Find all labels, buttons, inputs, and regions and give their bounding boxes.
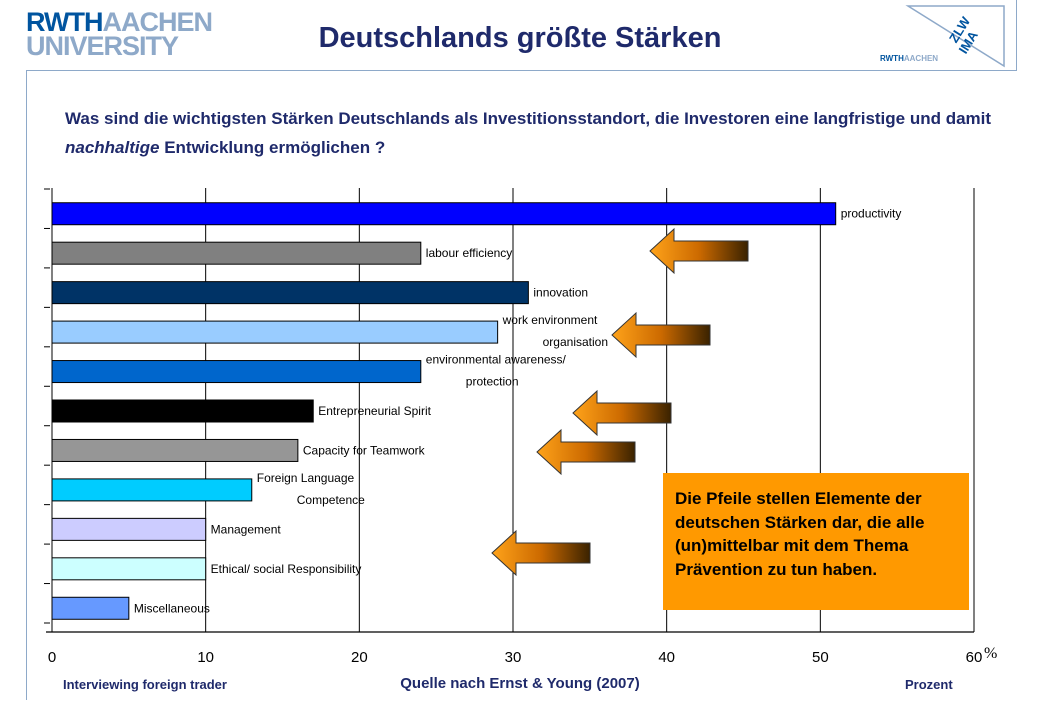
bar-label: organisation [543, 335, 608, 349]
arrow-marker [491, 529, 591, 577]
bar-label: work environment [502, 313, 598, 327]
bar-label: Management [211, 522, 282, 536]
logo-university-text: UNIVERSITY [26, 31, 179, 61]
question-part1: Was sind die wichtigsten Stärken Deutsch… [65, 109, 992, 128]
question-emphasis: nachhaltige [65, 138, 160, 157]
bar [51, 596, 130, 620]
bar-label: environmental awareness/ [426, 353, 567, 367]
left-divider [26, 70, 27, 700]
header-divider [26, 70, 1016, 71]
bar [51, 360, 422, 384]
bar-label: Foreign Language [257, 471, 355, 485]
small-logo-rwth-text: RWTH [880, 54, 904, 63]
small-rwth-logo: RWTHAACHEN [880, 54, 938, 63]
right-divider [1016, 0, 1017, 71]
footer-left: Interviewing foreign trader [63, 677, 227, 692]
footer-unit: Prozent [905, 677, 953, 692]
bar-label: protection [466, 375, 519, 389]
bar-label: labour efficiency [426, 246, 513, 260]
bar [51, 281, 529, 305]
rwth-logo: RWTHAACHEN UNIVERSITY [26, 7, 214, 61]
bar-label: Capacity for Teamwork [303, 443, 426, 457]
x-tick-label: 20 [351, 649, 368, 666]
bar-label: Ethical/ social Responsibility [211, 562, 362, 576]
bar [51, 241, 422, 265]
arrow-marker [572, 389, 672, 437]
bar-label: innovation [533, 286, 588, 300]
bar-label: productivity [841, 207, 902, 221]
source-note: Quelle nach Ernst & Young (2007) [400, 675, 640, 692]
x-tick-label: 60 [966, 649, 983, 666]
x-tick-label: 10 [197, 649, 214, 666]
logo-aachen-text: AACHEN [102, 7, 214, 37]
bar [51, 320, 499, 344]
bar-label: Competence [297, 493, 365, 507]
logo-rwth-text: RWTH [26, 7, 103, 37]
bar [51, 438, 299, 462]
arrow-marker [649, 227, 749, 275]
question-part2: Entwicklung ermöglichen ? [159, 138, 386, 157]
x-tick-label: 40 [658, 649, 675, 666]
question-text: Was sind die wichtigsten Stärken Deutsch… [65, 104, 1015, 162]
x-tick-label: 50 [812, 649, 829, 666]
x-tick-label: 0 [48, 649, 56, 666]
arrow-marker [536, 428, 636, 476]
bar [51, 399, 314, 423]
bar [51, 478, 253, 502]
x-tick-label: 30 [505, 649, 522, 666]
page-title: Deutschlands größte Stärken [318, 22, 722, 54]
bar-label: Entrepreneurial Spirit [318, 404, 431, 418]
note-box: Die Pfeile stellen Elemente der deutsche… [663, 473, 969, 610]
bar [51, 202, 837, 226]
zlw-ima-logo: ZLW IMA [905, 5, 1005, 68]
x-unit-label: % [984, 645, 997, 662]
bar [51, 517, 207, 541]
small-logo-aachen-text: AACHEN [903, 54, 939, 63]
arrow-marker [611, 311, 711, 359]
bar [51, 557, 207, 581]
bar-label: Miscellaneous [134, 601, 210, 615]
